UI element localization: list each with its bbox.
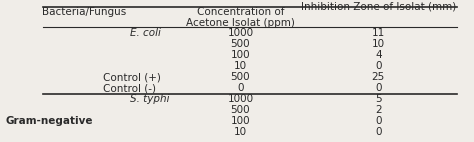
Text: E. coli: E. coli: [130, 28, 161, 38]
Text: 10: 10: [372, 39, 385, 49]
Text: 25: 25: [372, 72, 385, 82]
Text: Inhibition Zone of Isolat (mm): Inhibition Zone of Isolat (mm): [301, 1, 456, 11]
Text: 11: 11: [372, 28, 385, 38]
Text: 100: 100: [231, 50, 250, 60]
Text: 5: 5: [375, 94, 382, 104]
Text: Control (+): Control (+): [102, 72, 160, 82]
Text: 500: 500: [231, 39, 250, 49]
Text: Concentration of
Acetone Isolat (ppm): Concentration of Acetone Isolat (ppm): [186, 7, 295, 28]
Text: 10: 10: [234, 61, 247, 71]
Text: Bacteria/Fungus: Bacteria/Fungus: [42, 7, 126, 17]
Text: Gram-negative: Gram-negative: [6, 116, 93, 126]
Text: 2: 2: [375, 105, 382, 115]
Text: 10: 10: [234, 127, 247, 137]
Text: 500: 500: [231, 105, 250, 115]
Text: 0: 0: [375, 127, 382, 137]
Text: 0: 0: [375, 116, 382, 126]
Text: 1000: 1000: [228, 94, 254, 104]
Text: 500: 500: [231, 72, 250, 82]
Text: 1000: 1000: [228, 28, 254, 38]
Text: 0: 0: [237, 83, 244, 93]
Text: Control (-): Control (-): [102, 83, 155, 93]
Text: 0: 0: [375, 83, 382, 93]
Text: 100: 100: [231, 116, 250, 126]
Text: S. typhi: S. typhi: [130, 94, 170, 104]
Text: 4: 4: [375, 50, 382, 60]
Text: 0: 0: [375, 61, 382, 71]
